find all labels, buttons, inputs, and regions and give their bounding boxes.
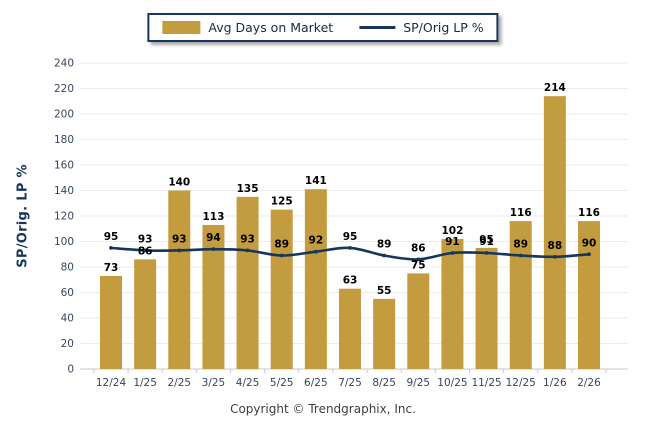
bar-value-label: 135 [237,183,259,195]
y-axis-tick-label: 160 [54,160,74,172]
x-axis-label: 3/25 [202,377,226,389]
y-axis-tick-label: 200 [54,109,74,121]
bar-value-label: 116 [510,207,532,219]
y-axis-tick-label: 0 [67,364,74,376]
y-axis-title: SP/Orig. LP % [15,164,31,268]
bar-avg-days-on-market [100,275,122,369]
bar-value-label: 116 [578,207,600,219]
line-value-label: 92 [309,235,324,247]
x-axis-label: 5/25 [270,377,294,389]
x-axis-label: 2/25 [167,377,191,389]
line-value-label: 93 [240,233,255,245]
line-point [382,253,387,258]
y-axis-tick-label: 20 [61,338,74,350]
bar-avg-days-on-market [578,221,601,369]
bar-avg-days-on-market [475,247,498,369]
x-axis-label: 2/26 [577,377,601,389]
x-axis-label: 10/25 [437,377,467,389]
y-axis-tick-label: 40 [61,313,74,325]
line-value-label: 88 [548,240,563,252]
bar-value-label: 140 [168,177,190,189]
bar-value-label: 86 [138,245,153,257]
x-axis-label: 12/25 [506,377,536,389]
line-point [143,248,148,253]
line-point [552,254,557,259]
x-axis-label: 4/25 [236,377,260,389]
line-value-label: 94 [206,232,221,244]
line-point [348,245,352,250]
sp-orig-lp-legend-label: SP/Orig LP % [403,20,484,35]
y-axis-tick-label: 80 [61,262,74,274]
line-value-label: 89 [377,239,392,251]
bar-value-label: 75 [411,259,426,271]
bar-value-label: 55 [377,285,392,297]
line-point [109,245,113,250]
x-axis-label: 12/24 [96,377,127,389]
line-point [279,253,284,258]
bar-avg-days-on-market [339,288,362,369]
y-axis-tick-label: 240 [54,58,74,70]
x-axis-label: 11/25 [471,377,501,389]
line-point [587,252,591,257]
bar-avg-days-on-market [168,190,191,369]
bar-avg-days-on-market [441,238,464,369]
x-axis-label: 8/25 [372,377,396,389]
line-value-label: 89 [513,239,528,251]
y-axis-tick-label: 60 [61,287,74,299]
sp-orig-lp-line-swatch [359,26,396,29]
x-axis-label: 1/25 [133,377,157,389]
copyright-text: Copyright © Trendgraphix, Inc. [230,402,416,416]
bar-avg-days-on-market [202,224,225,369]
x-axis-label: 7/25 [338,377,362,389]
bar-value-label: 73 [104,262,119,274]
y-axis-tick-label: 100 [54,236,74,248]
line-value-label: 91 [479,236,494,248]
avg-days-on-market-legend-label: Avg Days on Market [208,20,334,35]
line-value-label: 86 [411,242,426,254]
bar-avg-days-on-market [134,259,157,369]
line-value-label: 93 [138,233,153,245]
line-value-label: 90 [582,237,597,249]
bar-avg-days-on-market [509,221,532,369]
line-point [450,251,455,255]
line-point [313,249,318,254]
line-point [177,248,182,253]
y-axis-tick-label: 180 [54,134,74,146]
avg-days-on-market-swatch [162,21,201,34]
line-point [518,253,523,258]
y-axis-tick-label: 120 [54,211,74,223]
bar-value-label: 95 [479,234,494,246]
bar-avg-days-on-market [304,189,327,369]
bar-value-label: 141 [305,175,327,187]
x-axis-label: 6/25 [304,377,328,389]
bar-avg-days-on-market [236,196,259,369]
x-axis-label: 1/26 [543,377,567,389]
bar-value-label: 102 [441,225,463,237]
x-axis-label: 9/25 [406,377,430,389]
bar-value-label: 63 [343,275,358,287]
line-value-label: 93 [172,233,187,245]
bar-value-label: 113 [202,211,224,223]
line-value-label: 95 [343,231,358,243]
line-value-label: 95 [104,231,119,243]
bar-value-label: 125 [271,196,293,208]
bar-avg-days-on-market [407,273,430,369]
line-value-label: 91 [445,236,460,248]
y-axis-tick-label: 140 [54,185,74,197]
bar-avg-days-on-market [270,209,293,369]
chart-legend: Avg Days on Market SP/Orig LP % [147,13,499,42]
line-point [211,247,216,252]
y-axis-tick-label: 220 [54,83,74,95]
bar-avg-days-on-market [543,96,566,370]
line-point [245,248,250,253]
bar-avg-days-on-market [373,298,396,369]
line-point [484,251,489,255]
bar-value-label: 214 [544,82,566,94]
line-point [416,257,421,262]
line-value-label: 89 [274,239,289,251]
